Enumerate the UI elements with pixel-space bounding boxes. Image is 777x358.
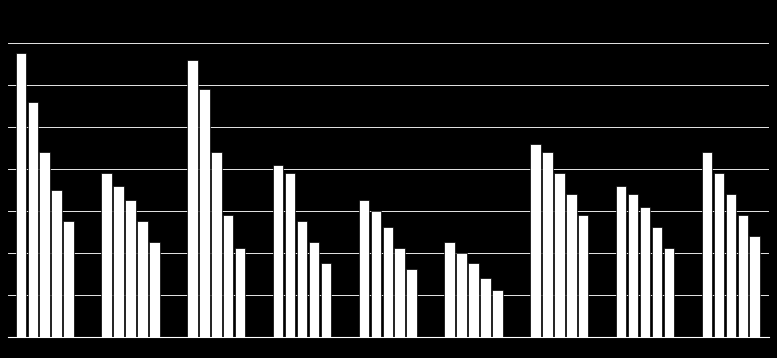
Bar <box>480 278 491 337</box>
Bar <box>113 185 124 337</box>
Bar <box>149 242 159 337</box>
Bar <box>444 242 455 337</box>
Bar <box>406 270 417 337</box>
Bar <box>359 200 369 337</box>
Bar <box>713 173 724 337</box>
Bar <box>639 207 650 337</box>
Bar <box>492 290 503 337</box>
Bar <box>750 236 760 337</box>
Bar <box>726 194 736 337</box>
Bar <box>297 221 307 337</box>
Bar <box>382 227 393 337</box>
Bar <box>223 215 233 337</box>
Bar <box>51 190 62 337</box>
Bar <box>395 248 405 337</box>
Bar <box>321 263 331 337</box>
Bar <box>273 165 284 337</box>
Bar <box>542 152 552 337</box>
Bar <box>737 215 748 337</box>
Bar <box>101 173 112 337</box>
Bar <box>308 242 319 337</box>
Bar <box>235 248 246 337</box>
Bar <box>187 60 197 337</box>
Bar <box>652 227 662 337</box>
Bar <box>27 102 38 337</box>
Bar <box>285 173 295 337</box>
Bar <box>469 263 479 337</box>
Bar <box>554 173 565 337</box>
Bar <box>566 194 577 337</box>
Bar <box>616 185 626 337</box>
Bar <box>138 221 148 337</box>
Bar <box>628 194 639 337</box>
Bar <box>371 211 381 337</box>
Bar <box>199 89 210 337</box>
Bar <box>578 215 588 337</box>
Bar <box>456 253 467 337</box>
Bar <box>211 152 221 337</box>
Bar <box>664 248 674 337</box>
Bar <box>125 200 136 337</box>
Bar <box>40 152 50 337</box>
Bar <box>702 152 713 337</box>
Bar <box>64 221 74 337</box>
Bar <box>530 144 541 337</box>
Bar <box>16 53 26 337</box>
